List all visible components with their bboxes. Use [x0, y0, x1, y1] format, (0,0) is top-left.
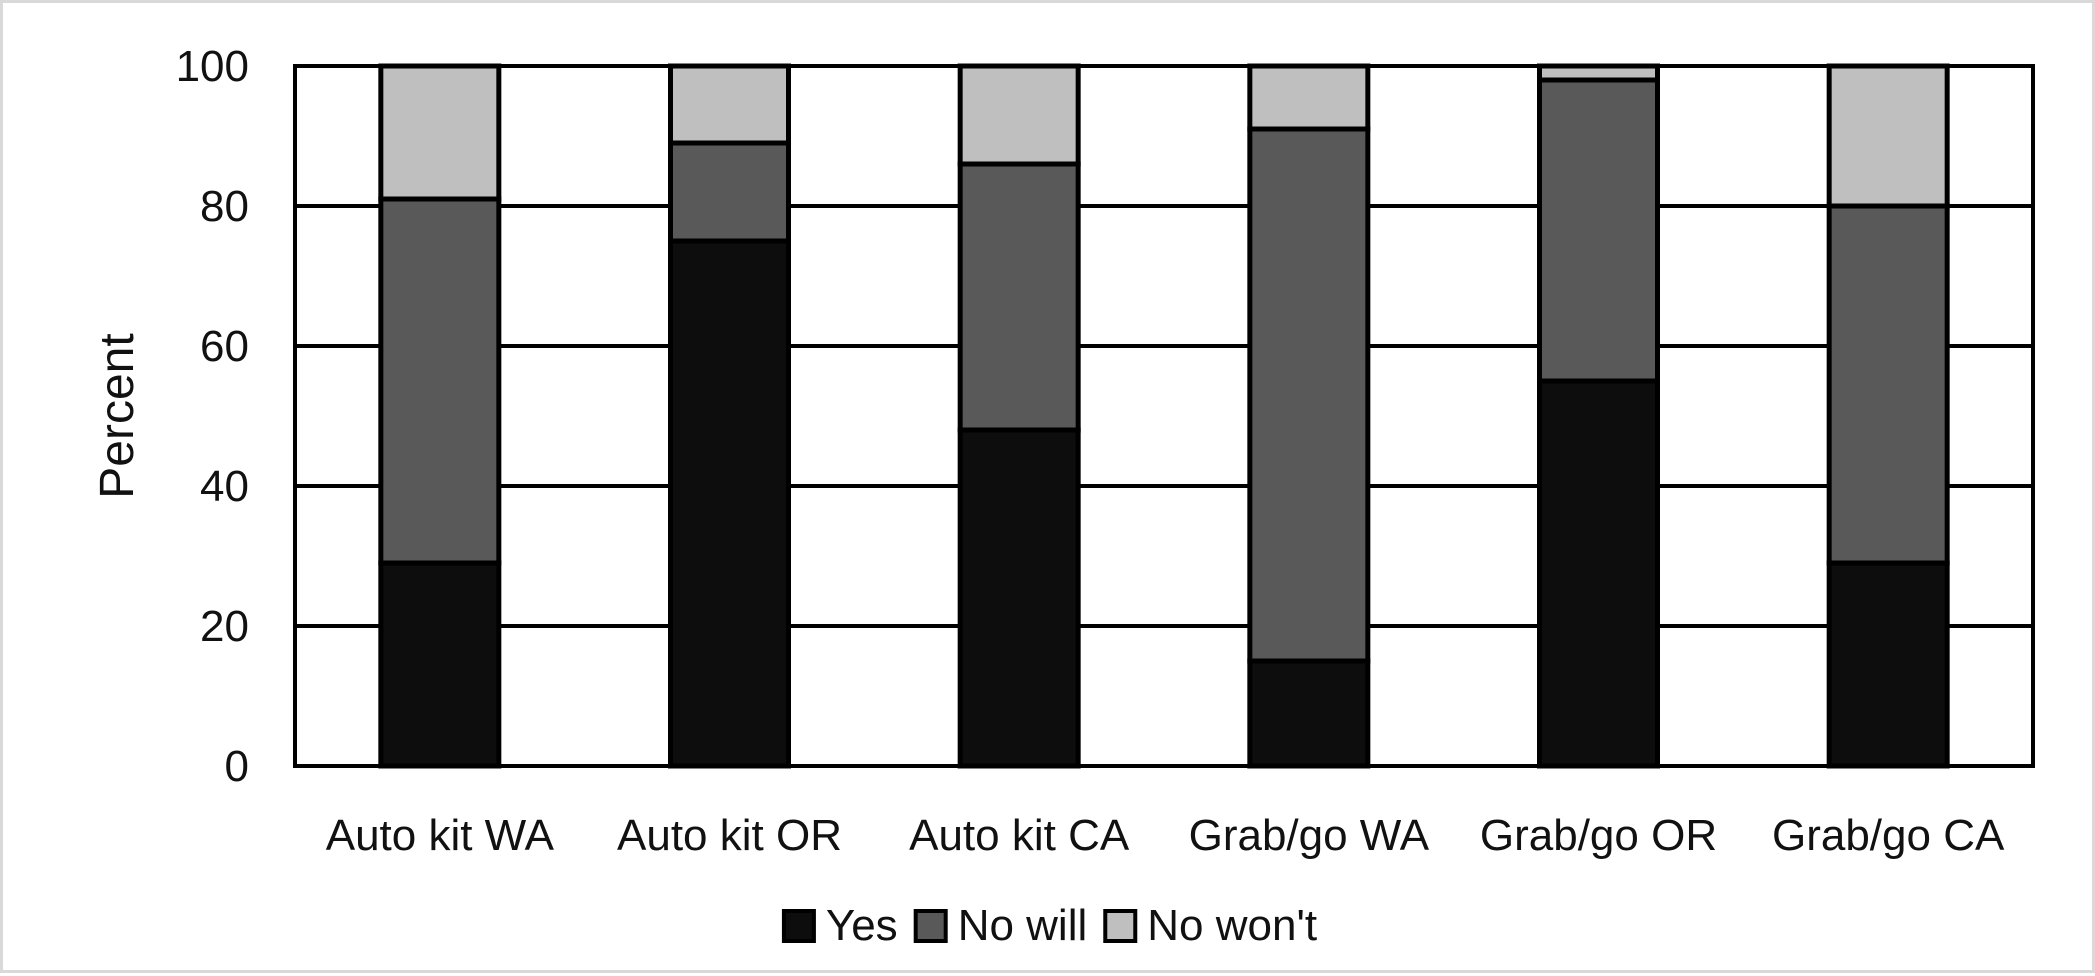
x-axis-categories: Auto kit WA Auto kit OR Auto kit CA Grab/go… [326, 811, 2005, 860]
bar-segment [1537, 77, 1660, 384]
bar-segment [1537, 63, 1660, 83]
bar-segment [1826, 560, 1950, 769]
bar-segment [378, 196, 502, 566]
bar-segment [957, 427, 1081, 769]
legend: Yes No will No won't [781, 901, 1317, 950]
legend-label: Yes [826, 901, 898, 950]
x-category-label: Auto kit WA [326, 811, 555, 860]
bar-segment [1826, 63, 1950, 209]
y-tick-label: 80 [200, 182, 249, 231]
bar-segment [1247, 63, 1371, 132]
x-category-label: Grab/go OR [1480, 811, 1717, 860]
legend-swatch [1103, 909, 1138, 943]
y-axis-title: Percent [91, 333, 144, 498]
bar-segment [1537, 378, 1660, 769]
y-tick-label: 0 [225, 742, 249, 791]
bar-segment [668, 238, 791, 769]
legend-label: No will [958, 901, 1088, 950]
gridlines [295, 204, 2033, 628]
y-tick-label: 100 [176, 42, 249, 91]
bar-segment [1247, 126, 1371, 664]
y-axis-ticks: 0 20 40 60 80 100 [176, 42, 249, 791]
x-category-label: Grab/go CA [1772, 811, 2005, 860]
bar-segment [1247, 658, 1371, 769]
bar-segment [957, 161, 1081, 433]
legend-swatch [913, 909, 948, 943]
y-tick-label: 60 [200, 322, 249, 371]
y-tick-label: 40 [200, 462, 249, 511]
bar-segment [668, 140, 791, 244]
legend-swatch [781, 909, 816, 943]
y-tick-label: 20 [200, 602, 249, 651]
bar-segment [378, 560, 502, 769]
x-category-label: Auto kit CA [909, 811, 1130, 860]
x-category-label: Grab/go WA [1189, 811, 1430, 860]
x-category-label: Auto kit OR [617, 811, 842, 860]
bars [378, 63, 1950, 769]
bar-segment [957, 63, 1081, 167]
legend-label: No won't [1147, 901, 1317, 950]
bar-segment [668, 63, 791, 146]
bar-segment [1826, 203, 1950, 566]
plot-area-border [293, 64, 2035, 768]
bar-segment [378, 63, 502, 202]
